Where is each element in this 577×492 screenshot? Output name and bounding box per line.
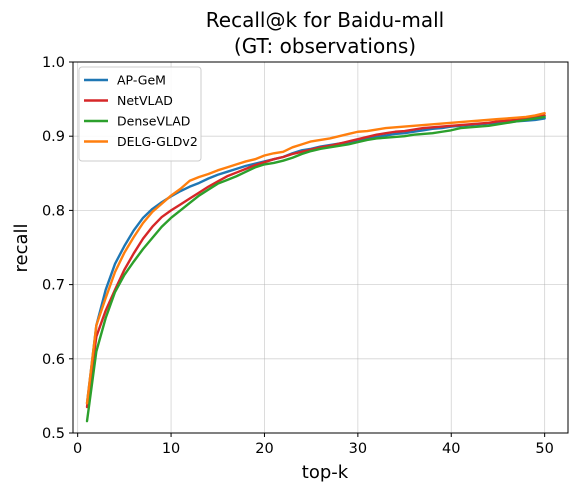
y-axis-label: recall [11, 223, 32, 272]
legend-label-delg-gldv2: DELG-GLDv2 [117, 134, 198, 149]
legend-box [78, 66, 202, 162]
plot-area-frame [72, 61, 569, 434]
series-line-densevlad [85, 115, 546, 423]
x-tick-label: 30 [349, 441, 367, 457]
y-tick-label: 0.8 [42, 203, 65, 219]
series-line-netvlad [85, 114, 546, 409]
x-tick-label: 20 [255, 441, 273, 457]
y-tick-label: 1.0 [42, 55, 65, 71]
x-tick-label: 10 [162, 441, 180, 457]
x-tick-label: 50 [535, 441, 553, 457]
y-tick-label: 0.6 [42, 352, 65, 368]
axis-ticks: 0 10 20 30 40 50 0.5 0.6 0.7 0.8 0.9 1.0 [42, 55, 554, 457]
x-tick-label: 40 [442, 441, 460, 457]
legend-label-ap-gem: AP-GeM [117, 73, 166, 88]
x-tick-label: 0 [73, 441, 82, 457]
y-tick-label: 0.5 [42, 426, 65, 442]
x-axis-label: top-k [302, 462, 349, 483]
y-tick-label: 0.9 [42, 129, 65, 145]
legend: AP-GeM NetVLAD DenseVLAD DELG-GLDv2 [78, 66, 202, 162]
legend-label-densevlad: DenseVLAD [117, 114, 190, 129]
chart-title-line-1: Recall@k for Baidu-mall [206, 8, 444, 32]
chart-title-line-2: (GT: observations) [234, 34, 416, 58]
legend-label-netvlad: NetVLAD [117, 93, 173, 108]
y-tick-label: 0.7 [42, 278, 65, 294]
series-line-delg-gldv2 [85, 111, 546, 405]
series-lines [85, 111, 546, 423]
